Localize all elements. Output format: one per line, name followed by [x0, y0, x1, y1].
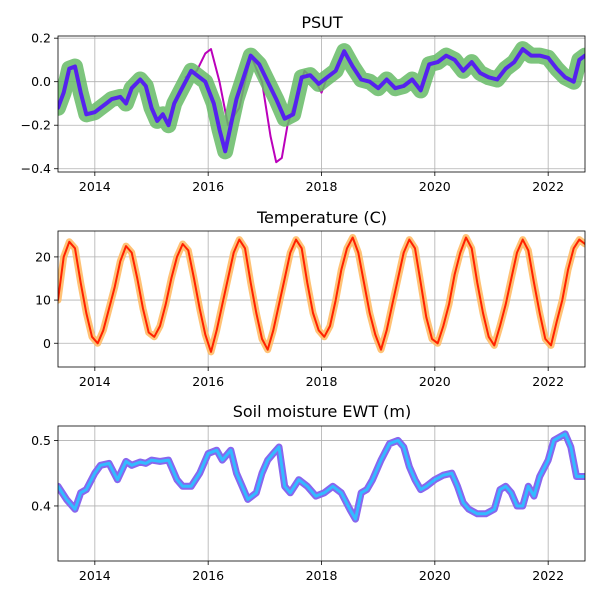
soil-moisture-panel: Soil moisture EWT (m) 2014 2016 2018 2020 20…: [31, 402, 586, 583]
temperature-x-tick-label: 2022: [532, 374, 564, 389]
temperature-x-tick-label: 2018: [306, 374, 338, 389]
soil-moisture-series-group: [58, 430, 585, 523]
temperature-x-tick-label: 2020: [419, 374, 451, 389]
psut-series-group: [58, 41, 585, 164]
psut-y-tick-label: −0.2: [21, 118, 51, 133]
psut-title: PSUT: [301, 13, 343, 32]
psut-x-tick-label: 2018: [306, 179, 338, 194]
psut-y-tick-label: 0.0: [31, 74, 51, 89]
soil-moisture-x-tick-label: 2016: [192, 568, 224, 583]
temperature-x-tick-label: 2014: [79, 374, 111, 389]
temperature-y-tick-label: 0: [43, 336, 51, 351]
psut-panel: PSUT 2014 2016 2018 2020 2022 −0.4 −0.2 0.0 0.2: [21, 13, 586, 194]
psut-x-tick-label: 2020: [419, 179, 451, 194]
psut-y-tick-label: −0.4: [21, 161, 51, 176]
soil-moisture-y-tick-label: 0.5: [31, 433, 51, 448]
soil-moisture-x-tick-label: 2020: [419, 568, 451, 583]
psut-x-tick-label: 2016: [192, 179, 224, 194]
temperature-title: Temperature (C): [256, 208, 387, 227]
psut-x-tick-label: 2014: [79, 179, 111, 194]
temperature-y-tick-label: 20: [35, 249, 51, 264]
soil-moisture-x-tick-label: 2022: [532, 568, 564, 583]
soil-moisture-y-tick-label: 0.4: [31, 498, 51, 513]
soil-moisture-title: Soil moisture EWT (m): [233, 402, 412, 421]
temperature-x-tick-label: 2016: [192, 374, 224, 389]
psut-grid: [58, 36, 585, 172]
temperature-series-line-1: [58, 236, 585, 353]
psut-y-tick-label: 0.2: [31, 31, 51, 46]
temperature-series-group: [58, 234, 585, 356]
soil-moisture-series-line-1: [58, 432, 585, 521]
temperature-y-tick-label: 10: [35, 293, 51, 308]
psut-x-tick-label: 2022: [532, 179, 564, 194]
soil-moisture-x-tick-label: 2014: [79, 568, 111, 583]
temperature-panel: Temperature (C) 2014 2016 2018 2020 2022 0 10 2…: [35, 208, 586, 389]
soil-moisture-x-tick-label: 2018: [306, 568, 338, 583]
psut-series-line-2: [58, 47, 585, 154]
